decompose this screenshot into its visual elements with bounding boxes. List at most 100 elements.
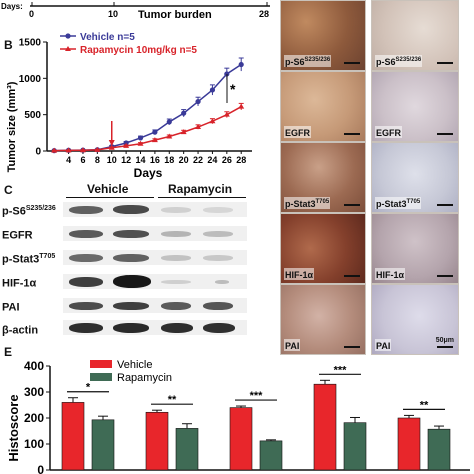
b-y-tick-label: 0 bbox=[35, 147, 41, 158]
ihc-tile-ps6-rapamycin: p-S6S235/236 bbox=[371, 0, 459, 71]
b-point-rapamycin bbox=[195, 124, 202, 130]
blot-band bbox=[203, 207, 233, 213]
blot-band bbox=[69, 254, 103, 262]
b-legend-marker-vehicle bbox=[65, 33, 71, 39]
tumor-growth-chart: 0 500 1000 1500 4 6 8 10 12 14 16 18 20 22 24 26 28 Tumo… bbox=[6, 32, 252, 180]
b-point-rapamycin bbox=[108, 144, 115, 150]
scale-bar bbox=[437, 133, 453, 135]
blot-band bbox=[113, 205, 149, 214]
e-bar-rapamycin bbox=[427, 428, 451, 471]
blot-group-vehicle-underline bbox=[66, 197, 154, 198]
b-x-tick-label: 6 bbox=[80, 155, 85, 165]
e-legend-vehicle: Vehicle bbox=[117, 359, 152, 371]
b-x-tick-label: 26 bbox=[222, 155, 232, 165]
e-legend-rapamycin: Rapamycin bbox=[117, 372, 172, 384]
blot-band bbox=[113, 302, 149, 310]
ihc-tile-pai-rapamycin: PAI 50μm bbox=[371, 284, 459, 355]
b-point-vehicle bbox=[224, 71, 230, 77]
ihc-tile-label: HIF-1α bbox=[284, 268, 315, 280]
blot-band bbox=[161, 323, 193, 333]
blot-strip-pai bbox=[63, 298, 247, 313]
e-significance-label: *** bbox=[334, 364, 348, 376]
blot-band bbox=[113, 230, 149, 238]
scale-bar bbox=[437, 346, 453, 348]
e-y-tick-label: 400 bbox=[24, 359, 44, 373]
b-significance-star: * bbox=[230, 81, 236, 97]
b-legend-marker-rapamycin bbox=[65, 46, 71, 51]
e-legend-swatch-rapamycin bbox=[90, 373, 112, 381]
blot-label-pai: PAI bbox=[2, 301, 20, 314]
ihc-tile-pstat3-vehicle: p-Stat3T705 bbox=[280, 142, 366, 213]
b-x-tick-label: 16 bbox=[150, 155, 160, 165]
blot-group-vehicle: Vehicle bbox=[87, 182, 129, 196]
b-point-rapamycin bbox=[94, 146, 101, 152]
e-y-tick-label: 0 bbox=[37, 463, 44, 474]
b-x-tick-label: 8 bbox=[95, 155, 100, 165]
b-point-rapamycin bbox=[137, 140, 144, 146]
b-point-rapamycin bbox=[65, 147, 72, 153]
b-treatment-arrowhead bbox=[108, 140, 115, 146]
b-y-tick-label: 500 bbox=[24, 110, 41, 121]
blot-band bbox=[203, 231, 233, 237]
b-point-vehicle bbox=[209, 87, 216, 93]
b-point-rapamycin bbox=[209, 118, 216, 124]
blot-group-rapamycin-underline bbox=[158, 197, 246, 198]
blot-band bbox=[113, 254, 149, 262]
b-point-rapamycin bbox=[79, 147, 86, 153]
e-y-tick-label: 100 bbox=[24, 437, 44, 451]
b-legend-vehicle: Vehicle n=5 bbox=[80, 32, 135, 43]
blot-band bbox=[69, 323, 103, 333]
ihc-tile-label: p-S6S235/236 bbox=[375, 55, 423, 67]
scale-bar bbox=[344, 133, 360, 135]
blot-label-pstat3: p-Stat3T705 bbox=[2, 253, 56, 266]
days-prefix: Days: bbox=[1, 2, 23, 11]
ihc-tile-hif1a-vehicle: HIF-1α bbox=[280, 213, 366, 284]
b-ylabel: Tumor size (mm³) bbox=[6, 81, 18, 172]
blot-strip-pstat3 bbox=[63, 250, 247, 265]
b-series-line-0 bbox=[54, 63, 242, 152]
b-point-rapamycin bbox=[180, 129, 187, 135]
blot-band bbox=[113, 275, 151, 288]
blot-strip-hif1a bbox=[63, 274, 247, 289]
ihc-tile-label: EGFR bbox=[375, 126, 403, 138]
blot-group-rapamycin: Rapamycin bbox=[168, 182, 233, 196]
blot-band bbox=[69, 206, 103, 214]
blot-band bbox=[69, 302, 103, 310]
ihc-tile-label: PAI bbox=[284, 339, 301, 351]
ihc-tile-label: p-S6S235/236 bbox=[284, 55, 332, 67]
b-x-tick-label: 10 bbox=[107, 155, 117, 165]
blot-strip-ps6 bbox=[63, 202, 247, 217]
b-point-vehicle bbox=[181, 110, 187, 116]
b-x-tick-label: 28 bbox=[236, 155, 246, 165]
days-tick-label-0: 0 bbox=[29, 9, 34, 19]
ihc-tile-pai-vehicle: PAI bbox=[280, 284, 366, 355]
days-tick-label-28: 28 bbox=[259, 9, 269, 19]
ihc-tile-grid: p-S6S235/236 p-S6S235/236 EGFR EGFR p-St… bbox=[280, 0, 474, 356]
panel-b-letter: B bbox=[4, 38, 13, 52]
b-significance: * bbox=[226, 74, 236, 103]
b-point-vehicle bbox=[238, 61, 244, 68]
b-point-rapamycin bbox=[151, 137, 158, 143]
ihc-tile-label: p-Stat3T705 bbox=[375, 197, 422, 209]
e-significance-label: * bbox=[86, 382, 91, 394]
blot-band bbox=[113, 323, 149, 333]
blot-label-bactin: β-actin bbox=[2, 324, 39, 337]
e-legend: Vehicle Rapamycin bbox=[90, 359, 172, 384]
b-xlabel: Days bbox=[134, 166, 163, 180]
scale-bar bbox=[437, 275, 453, 277]
b-x-tick-label: 18 bbox=[164, 155, 174, 165]
b-x-tick-label: 22 bbox=[193, 155, 203, 165]
ihc-tile-ps6-vehicle: p-S6S235/236 bbox=[280, 0, 366, 71]
blot-band bbox=[203, 302, 233, 310]
b-series-line-1 bbox=[54, 106, 242, 152]
b-point-rapamycin bbox=[223, 111, 230, 117]
e-bar-rapamycin bbox=[259, 440, 283, 471]
e-bar-rapamycin bbox=[175, 428, 199, 471]
b-point-rapamycin bbox=[238, 103, 245, 109]
blot-band bbox=[69, 277, 103, 287]
blot-strip-bactin bbox=[63, 320, 247, 335]
blot-label-hif1a: HIF-1α bbox=[2, 277, 37, 290]
blot-band bbox=[161, 255, 191, 261]
e-bar-vehicle bbox=[313, 383, 337, 471]
